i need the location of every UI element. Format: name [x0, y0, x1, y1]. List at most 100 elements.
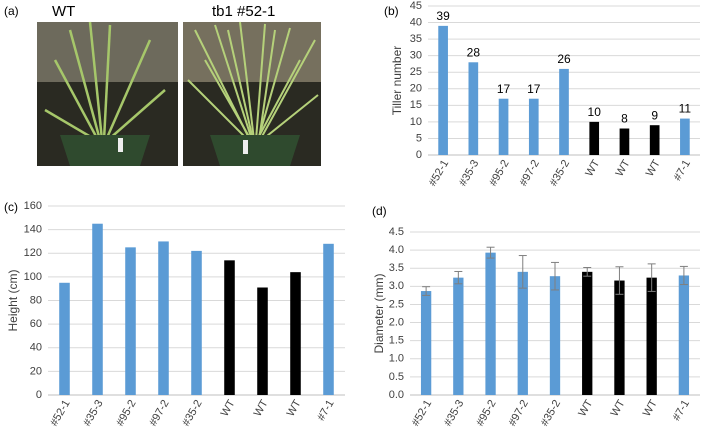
bar: [582, 271, 593, 395]
panel-label: (a): [4, 4, 19, 18]
y-tick-label: 2.5: [389, 298, 404, 310]
x-tick-label: #35-2: [539, 398, 563, 428]
value-label: 9: [651, 108, 658, 122]
y-tick-label: 4.5: [389, 226, 404, 238]
bar: [485, 252, 496, 395]
bar: [323, 243, 334, 395]
value-label: 8: [621, 112, 628, 126]
photo-label: tb1 #52-1: [212, 3, 275, 20]
y-tick-label: 0.0: [389, 389, 404, 401]
x-tick-label: WT: [252, 398, 271, 419]
y-tick-label: 1.5: [389, 335, 404, 347]
y-tick-label: 45: [410, 0, 422, 12]
y-tick-label: 10: [410, 116, 422, 128]
value-label: 26: [557, 52, 571, 66]
y-tick-label: 80: [30, 294, 42, 306]
y-tick-label: 1.0: [389, 353, 404, 365]
value-label: 17: [497, 82, 511, 96]
panel-label: (d): [372, 204, 387, 218]
value-label: 28: [467, 45, 481, 59]
x-tick-label: #97-2: [506, 398, 530, 428]
y-tick-label: 120: [24, 247, 42, 259]
x-tick-label: #35-3: [442, 398, 466, 428]
x-tick-label: #52-1: [410, 398, 434, 428]
bar: [649, 125, 660, 155]
y-tick-label: 4.0: [389, 244, 404, 256]
x-tick-label: #95-2: [487, 158, 511, 188]
y-tick-label: 35: [410, 33, 422, 45]
y-tick-label: 0: [36, 389, 42, 401]
bar: [559, 68, 569, 155]
y-tick-label: 140: [24, 224, 42, 236]
y-tick-label: 100: [24, 271, 42, 283]
x-tick-label: #35-2: [180, 398, 204, 428]
bar: [678, 275, 690, 395]
x-tick-label: WT: [609, 398, 628, 419]
x-tick-label: #7-1: [315, 398, 336, 423]
y-tick-label: 20: [410, 83, 422, 95]
y-axis-title: Height (cm): [6, 269, 20, 331]
value-label: 10: [588, 105, 602, 119]
y-tick-label: 160: [24, 200, 42, 212]
y-tick-label: 30: [410, 50, 422, 62]
bar: [517, 271, 528, 395]
x-tick-label: #35-2: [548, 158, 572, 188]
x-tick-label: #97-2: [517, 158, 541, 188]
y-tick-label: 3.0: [389, 280, 404, 292]
x-tick-label: WT: [219, 398, 238, 419]
bar: [191, 250, 202, 395]
y-axis-title: Diameter (mm): [372, 273, 386, 353]
y-tick-label: 0.5: [389, 371, 404, 383]
x-tick-label: #95-2: [114, 398, 138, 428]
x-tick-label: WT: [644, 158, 663, 179]
x-tick-label: WT: [614, 158, 633, 179]
bar: [549, 276, 561, 395]
x-tick-label: #7-1: [672, 158, 693, 183]
x-tick-label: #95-2: [474, 398, 498, 428]
bar: [59, 282, 70, 395]
y-tick-label: 40: [410, 16, 422, 28]
bar: [92, 223, 103, 395]
bar: [453, 277, 464, 395]
bar: [125, 247, 136, 395]
y-tick-label: 40: [30, 342, 42, 354]
bar: [158, 241, 169, 395]
y-tick-label: 15: [410, 99, 422, 111]
bar: [290, 272, 301, 395]
x-tick-label: #35-3: [457, 158, 481, 188]
x-tick-label: #52-1: [427, 158, 451, 188]
y-tick-label: 2.0: [389, 316, 404, 328]
y-tick-label: 3.5: [389, 262, 404, 274]
bar: [257, 287, 268, 395]
value-label: 17: [527, 82, 541, 96]
bar: [498, 98, 509, 155]
y-tick-label: 5: [416, 132, 422, 144]
x-tick-label: #35-3: [81, 398, 105, 428]
y-tick-label: 0: [416, 149, 422, 161]
photo: [183, 21, 321, 166]
bar: [680, 118, 690, 155]
x-tick-label: WT: [576, 398, 595, 419]
photo-label: WT: [52, 3, 75, 20]
bar: [619, 128, 630, 155]
bar: [438, 25, 448, 155]
bar: [528, 98, 539, 155]
y-tick-label: 20: [30, 365, 42, 377]
bar: [468, 62, 479, 155]
bar: [589, 121, 600, 155]
y-tick-label: 25: [410, 66, 422, 78]
photo: [37, 21, 178, 166]
bar: [420, 291, 432, 395]
y-tick-label: 60: [30, 318, 42, 330]
x-tick-label: WT: [641, 398, 660, 419]
x-tick-label: #97-2: [147, 398, 171, 428]
bar: [614, 280, 625, 395]
bar: [646, 277, 657, 395]
value-label: 39: [436, 9, 450, 23]
bar: [224, 260, 235, 395]
x-tick-label: #7-1: [671, 398, 692, 423]
x-tick-label: WT: [583, 158, 602, 179]
x-tick-label: #52-1: [48, 398, 72, 428]
panel-label: (b): [384, 4, 399, 18]
